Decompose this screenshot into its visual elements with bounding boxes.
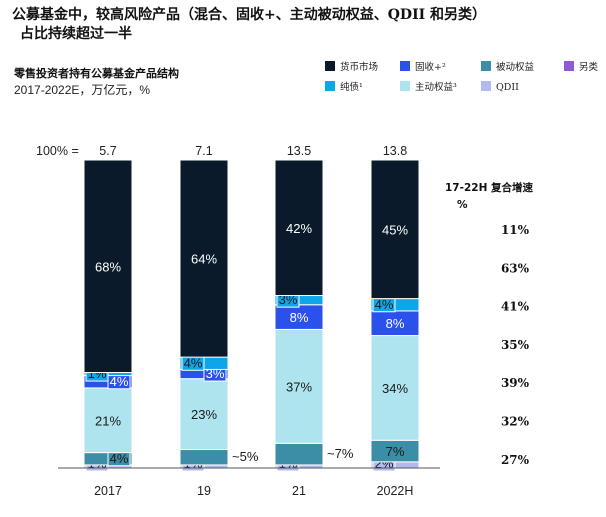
chart-units: 2017-2022E，万亿元，% bbox=[14, 82, 150, 97]
total-label: 7.1 bbox=[195, 144, 212, 158]
category-label: 19 bbox=[197, 484, 211, 498]
legend-swatch bbox=[400, 61, 410, 71]
legend-label: 纯债¹ bbox=[340, 81, 363, 93]
data-label: 64% bbox=[191, 252, 217, 267]
bar-segment bbox=[83, 159, 133, 374]
bar-segment bbox=[179, 159, 229, 358]
data-label: 8% bbox=[386, 316, 405, 331]
bar-segment bbox=[83, 387, 133, 454]
chart-title-line2: 占比持续超过一半 bbox=[20, 25, 132, 42]
legend-label: 被动权益 bbox=[496, 61, 535, 73]
cagr-header-line2: % bbox=[457, 199, 468, 211]
bars: 1%4%21%4%1%68%5.720171%~5%23%3%4%64%7.11… bbox=[58, 144, 440, 498]
cagr-value: 11% bbox=[501, 223, 530, 237]
legend-label: 主动权益³ bbox=[415, 81, 457, 93]
legend-label: 货币市场 bbox=[340, 61, 378, 73]
legend-swatch bbox=[481, 61, 491, 71]
legend-label: QDII bbox=[496, 82, 519, 93]
bar-segment bbox=[274, 328, 324, 444]
data-label: 4% bbox=[184, 355, 203, 370]
total-label: 13.5 bbox=[287, 144, 311, 158]
category-label: 21 bbox=[292, 484, 306, 498]
data-label: 34% bbox=[382, 381, 408, 396]
cagr-value: 32% bbox=[501, 415, 530, 429]
chart-title-line1: 公募基金中，较高风险产品（混合、固收+、主动被动权益、QDII 和另类） bbox=[12, 6, 486, 23]
data-label: 42% bbox=[286, 221, 312, 236]
data-label: 4% bbox=[375, 297, 394, 312]
cagr-value: 63% bbox=[501, 261, 530, 275]
legend-swatch bbox=[481, 81, 491, 91]
cagr-value: 35% bbox=[501, 338, 530, 352]
total-label: 5.7 bbox=[99, 144, 116, 158]
cagr-value: 39% bbox=[501, 376, 530, 390]
cagr-value: 41% bbox=[501, 300, 530, 314]
cagr-header-line1: 17-22H 复合增速 bbox=[445, 181, 534, 194]
category-label: 2017 bbox=[94, 484, 122, 498]
bar-segment bbox=[274, 442, 324, 466]
data-label: 4% bbox=[110, 451, 129, 466]
data-label: 21% bbox=[95, 413, 121, 428]
legend-swatch bbox=[400, 81, 410, 91]
data-label: 4% bbox=[110, 374, 129, 389]
data-label: ~7% bbox=[327, 446, 354, 461]
cagr-column: 11% 63% 41% 35% 39% 32% 27% bbox=[501, 223, 530, 467]
bar-segment bbox=[370, 159, 420, 300]
total-prefix: 100% = bbox=[36, 144, 79, 158]
legend-swatch bbox=[325, 61, 335, 71]
legend-label: 另类 bbox=[579, 61, 599, 73]
legend-swatch bbox=[325, 81, 335, 91]
data-label: 23% bbox=[191, 407, 217, 422]
data-label: 7% bbox=[386, 444, 405, 459]
cagr-value: 27% bbox=[501, 453, 530, 467]
data-label: 8% bbox=[290, 310, 309, 325]
data-label: 45% bbox=[382, 222, 408, 237]
total-label: 13.8 bbox=[383, 144, 407, 158]
data-label: 37% bbox=[286, 379, 312, 394]
bar-segment bbox=[274, 304, 324, 330]
data-label: ~5% bbox=[232, 449, 259, 464]
legend-label: 固收+² bbox=[415, 61, 446, 73]
data-label: 68% bbox=[95, 259, 121, 274]
bar-segment bbox=[274, 159, 324, 297]
legend-swatch bbox=[564, 61, 574, 71]
chart-subtitle: 零售投资者持有公募基金产品结构 bbox=[13, 66, 179, 80]
bar-segment bbox=[179, 449, 229, 466]
category-label: 2022H bbox=[377, 484, 414, 498]
